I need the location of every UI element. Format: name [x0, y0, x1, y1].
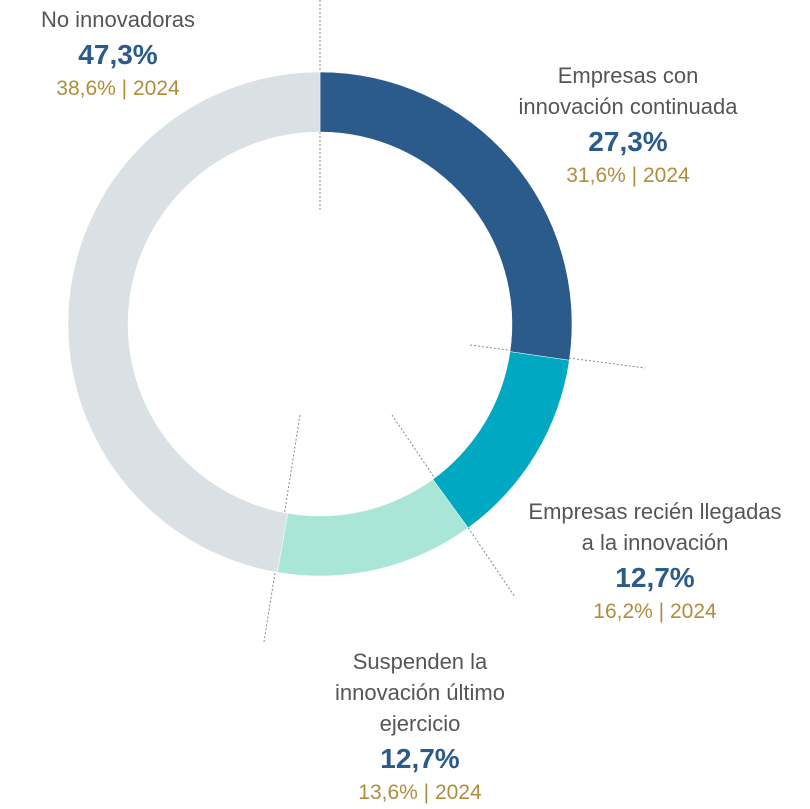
- value-label: 12,7%: [615, 562, 695, 593]
- category-label: Empresas con innovación continuada: [518, 63, 738, 119]
- arcs: [67, 71, 573, 577]
- donut-segment: [277, 478, 469, 577]
- donut-segment: [67, 71, 321, 573]
- comparison-label: 31,6% | 2024: [566, 164, 690, 187]
- value-label: 12,7%: [380, 743, 460, 774]
- label-block: Empresas recién llegadas a la innovación…: [505, 496, 805, 626]
- comparison-label: 13,6% | 2024: [358, 781, 482, 804]
- label-block: No innovadoras 47,3% 38,6% | 2024: [8, 4, 228, 103]
- comparison-label: 16,2% | 2024: [593, 600, 717, 623]
- category-label: No innovadoras: [40, 7, 196, 32]
- label-block: Empresas con innovación continuada 27,3%…: [488, 60, 768, 190]
- category-label: Empresas recién llegadas a la innovación: [528, 499, 782, 555]
- comparison-label: 38,6% | 2024: [56, 77, 180, 100]
- value-label: 27,3%: [588, 126, 668, 157]
- category-label: Suspenden la innovación último ejercicio: [335, 649, 505, 736]
- donut-segment: [319, 71, 573, 361]
- value-label: 47,3%: [78, 39, 158, 70]
- label-block: Suspenden la innovación último ejercicio…: [300, 646, 540, 807]
